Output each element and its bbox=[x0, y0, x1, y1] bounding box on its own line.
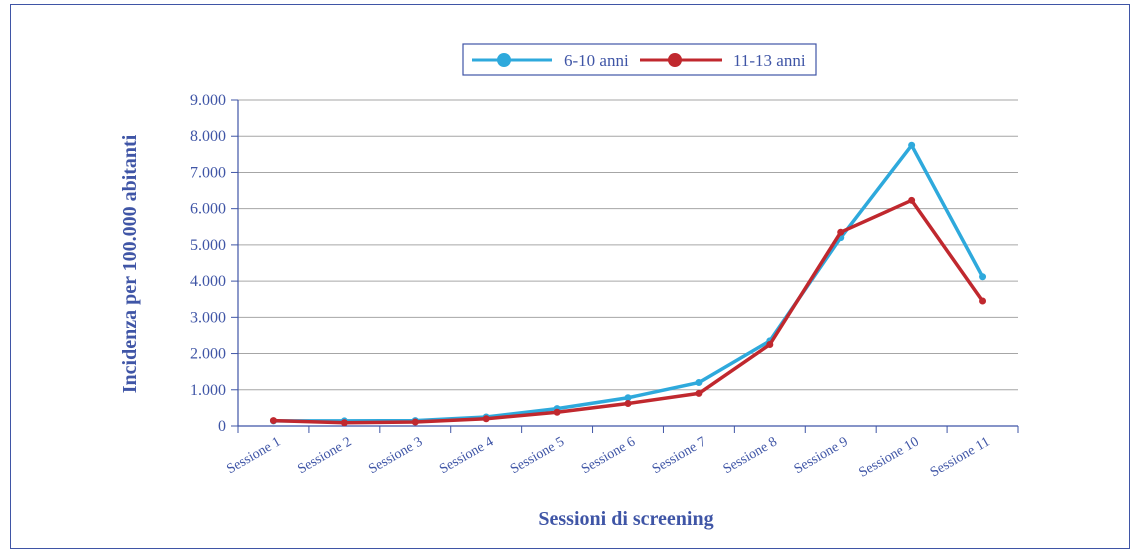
x-tick-label: Sessione 8 bbox=[721, 434, 780, 477]
x-tick-label: Sessione 10 bbox=[857, 434, 922, 480]
chart-frame bbox=[10, 4, 1130, 549]
x-tick-label: Sessione 7 bbox=[650, 434, 709, 477]
y-tick-label: 2.000 bbox=[190, 346, 226, 363]
legend: 6-10 anni 11-13 anni bbox=[462, 43, 817, 76]
data-point bbox=[269, 417, 277, 425]
x-tick-labels: Sessione 1 Sessione 2 Sessione 3 Sessione 4… bbox=[224, 434, 992, 480]
data-point bbox=[624, 400, 632, 408]
data-point bbox=[766, 341, 774, 348]
y-tick-label: 9.000 bbox=[190, 92, 226, 109]
data-point bbox=[553, 408, 561, 416]
y-tick-label: 6.000 bbox=[190, 201, 226, 218]
legend-label-11-13: 11-13 anni bbox=[733, 51, 806, 70]
y-tick-label: 8.000 bbox=[190, 128, 226, 145]
x-tick-label: Sessione 1 bbox=[224, 434, 283, 477]
data-point bbox=[908, 196, 916, 204]
legend-marker-6-10 bbox=[497, 53, 511, 67]
y-tick-label: 5.000 bbox=[190, 237, 226, 254]
data-point bbox=[979, 273, 987, 281]
data-point bbox=[837, 228, 845, 236]
y-tick-label: 1.000 bbox=[190, 382, 226, 399]
axes bbox=[231, 99, 1019, 433]
data-point bbox=[340, 419, 348, 427]
data-point bbox=[908, 141, 916, 149]
gridlines bbox=[238, 99, 1018, 391]
data-point bbox=[411, 418, 419, 426]
x-tick-label: Sessione 5 bbox=[508, 434, 567, 477]
data-point bbox=[695, 379, 703, 387]
series-group bbox=[269, 141, 987, 427]
y-tick-label: 7.000 bbox=[190, 164, 226, 181]
y-tick-label: 4.000 bbox=[190, 273, 226, 290]
x-tick-label: Sessione 11 bbox=[928, 434, 993, 480]
x-tick-label: Sessione 3 bbox=[366, 434, 425, 477]
data-point bbox=[482, 415, 490, 423]
y-tick-label: 3.000 bbox=[190, 309, 226, 326]
legend-label-6-10: 6-10 anni bbox=[564, 51, 629, 70]
y-tick-label: 0 bbox=[218, 418, 226, 435]
data-point bbox=[695, 389, 703, 397]
legend-marker-11-13 bbox=[668, 53, 682, 67]
data-point bbox=[979, 297, 987, 305]
x-tick-label: Sessione 4 bbox=[437, 434, 496, 477]
x-tick-label: Sessione 9 bbox=[792, 434, 851, 477]
x-tick-label: Sessione 6 bbox=[579, 434, 638, 477]
y-axis-title: Incidenza per 100.000 abitanti bbox=[119, 134, 141, 393]
x-axis-title: Sessioni di screening bbox=[538, 508, 713, 530]
data-point bbox=[624, 394, 632, 402]
x-tick-label: Sessione 2 bbox=[295, 434, 354, 477]
series-line bbox=[273, 143, 985, 423]
y-tick-labels: 0 1.000 2.000 3.000 4.000 5.000 6.000 7.000 8.00… bbox=[190, 92, 226, 435]
